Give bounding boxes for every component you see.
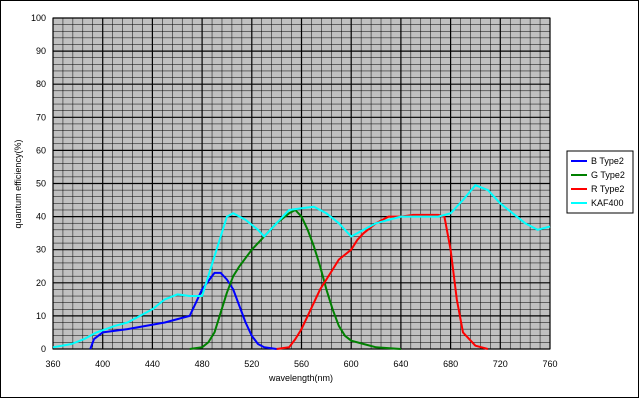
x-tick-label: 600 xyxy=(344,359,359,369)
legend-label-g-type2: G Type2 xyxy=(591,170,625,180)
legend-label-b-type2: B Type2 xyxy=(591,156,624,166)
y-tick-label: 80 xyxy=(36,79,46,89)
major-grid xyxy=(52,17,551,350)
y-tick-label: 10 xyxy=(36,311,46,321)
y-tick-label: 30 xyxy=(36,245,46,255)
legend: B Type2 G Type2 R Type2 KAF400 xyxy=(566,150,634,214)
y-tick-label: 20 xyxy=(36,278,46,288)
x-tick-label: 520 xyxy=(244,359,259,369)
x-tick-label: 400 xyxy=(95,359,110,369)
x-tick-label: 640 xyxy=(393,359,408,369)
x-tick-labels: 360 400 440 480 520 560 600 640 680 720 760 xyxy=(45,359,557,369)
y-tick-label: 70 xyxy=(36,112,46,122)
y-tick-labels: 0 10 20 30 40 50 60 70 80 90 100 xyxy=(31,13,46,354)
y-tick-label: 90 xyxy=(36,46,46,56)
series-line-r-type2 xyxy=(276,213,489,350)
x-axis-title: wavelength(nm) xyxy=(268,373,333,383)
y-tick-label: 0 xyxy=(41,344,46,354)
x-tick-label: 360 xyxy=(45,359,60,369)
y-tick-label: 40 xyxy=(36,212,46,222)
legend-label-r-type2: R Type2 xyxy=(591,184,624,194)
x-tick-label: 560 xyxy=(294,359,309,369)
y-axis-title: quantum efficiency(%) xyxy=(13,140,23,229)
series-layer xyxy=(52,184,551,350)
legend-label-kaf400: KAF400 xyxy=(591,198,624,208)
x-tick-label: 760 xyxy=(542,359,557,369)
y-tick-label: 100 xyxy=(31,13,46,23)
x-tick-label: 680 xyxy=(443,359,458,369)
y-tick-label: 60 xyxy=(36,145,46,155)
series-line-kaf400 xyxy=(52,184,551,349)
x-tick-label: 720 xyxy=(493,359,508,369)
x-tick-label: 440 xyxy=(145,359,160,369)
y-tick-label: 50 xyxy=(36,179,46,189)
series-line-b-type2 xyxy=(89,271,277,350)
x-tick-label: 480 xyxy=(195,359,210,369)
